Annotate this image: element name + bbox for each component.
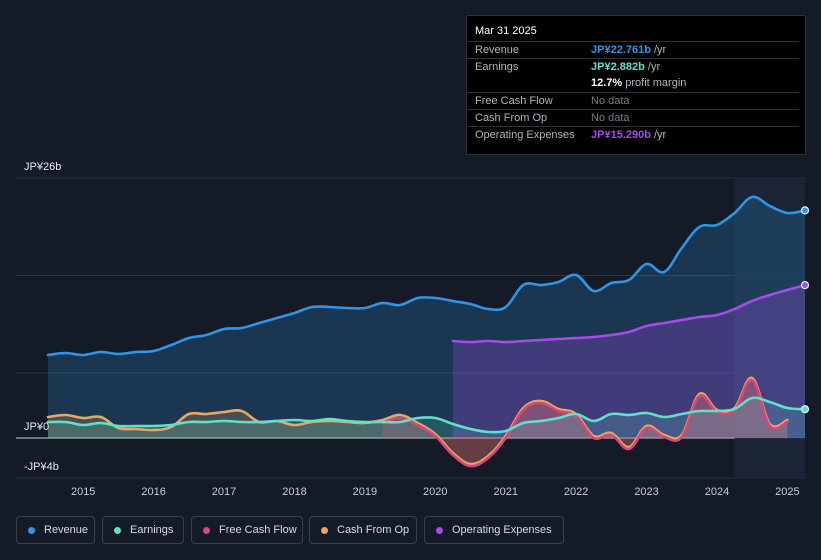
cash-from-op-line (46, 376, 789, 466)
legend-cash-from-op[interactable]: Cash From Op (309, 516, 417, 544)
tooltip-panel: Mar 31 2025 Revenue JP¥22.761b /yr Earning… (466, 15, 806, 155)
operating-expenses-end-marker (800, 281, 810, 290)
tooltip-row-value: 12.7% profit margin (591, 77, 686, 89)
free-cash-flow-line (381, 378, 789, 468)
x-tick-label: 2015 (71, 486, 95, 498)
cash-from-op-dot-icon (321, 527, 328, 534)
legend-operating-expenses[interactable]: Operating Expenses (424, 516, 564, 544)
tooltip-value-number: No data (591, 95, 630, 107)
legend-label: Earnings (130, 524, 174, 536)
tooltip-row-label: Cash From Op (475, 112, 548, 124)
grid-layer (16, 177, 805, 479)
tooltip-row: 12.7% profit margin (467, 75, 799, 92)
tooltip-row: Revenue JP¥22.761b /yr (467, 41, 799, 58)
operating-expenses-line (451, 283, 807, 344)
earnings-end-marker (800, 405, 810, 414)
tooltip-value-number: JP¥22.761b (591, 44, 651, 56)
legend-label: Free Cash Flow (219, 524, 297, 536)
legend-label: Cash From Op (337, 524, 410, 536)
revenue-end-marker (800, 206, 810, 215)
x-tick-label: 2023 (634, 486, 658, 498)
tooltip-row-value: JP¥2.882b /yr (591, 61, 660, 73)
tooltip-row: Earnings JP¥2.882b /yr (467, 58, 799, 75)
legend-earnings[interactable]: Earnings (102, 516, 184, 544)
y-label-zero: JP¥0 (24, 421, 49, 433)
x-tick-label: 2017 (212, 486, 236, 498)
legend-label: Revenue (44, 524, 89, 536)
tooltip-date: Mar 31 2025 (475, 25, 537, 37)
legend-label: Operating Expenses (452, 524, 552, 536)
tooltip-row-label: Free Cash Flow (475, 95, 553, 107)
revenue-line (46, 195, 807, 357)
tooltip-value-number: No data (591, 112, 630, 124)
tooltip-value-number: 12.7% (591, 77, 623, 89)
tooltip-row: Operating Expenses JP¥15.290b /yr (467, 126, 799, 143)
tooltip-row-value: JP¥15.290b /yr (591, 129, 666, 141)
free-cash-flow-area (382, 379, 788, 467)
legend-free-cash-flow[interactable]: Free Cash Flow (191, 516, 303, 544)
tooltip-row-label: Earnings (475, 61, 519, 73)
x-tick-label: 2016 (141, 486, 165, 498)
x-tick-label: 2024 (705, 486, 729, 498)
tooltip-row-value: No data (591, 95, 630, 107)
line-layer (46, 195, 810, 468)
tooltip-row: Free Cash Flow No data (467, 92, 799, 109)
x-axis-ticks: 2015 2016 2017 2018 2019 2020 2021 2022 2023 2024… (71, 486, 800, 498)
legend-revenue[interactable]: Revenue (16, 516, 95, 544)
tooltip-value-number: JP¥15.290b (591, 129, 651, 141)
tooltip-row: Cash From Op No data (467, 109, 799, 126)
operating-expenses-dot-icon (436, 527, 443, 534)
x-tick-label: 2020 (423, 486, 447, 498)
highlight-region (734, 178, 805, 478)
revenue-area (48, 196, 805, 438)
tooltip-row-label: Revenue (475, 44, 520, 56)
x-tick-label: 2018 (282, 486, 306, 498)
revenue-dot-icon (28, 527, 35, 534)
tooltip-value-number: JP¥2.882b (591, 61, 645, 73)
tooltip-value-unit: /yr (650, 129, 667, 141)
earnings-line (46, 396, 807, 434)
free-cash-flow-dot-icon (203, 527, 210, 534)
tooltip-value-unit: /yr (644, 61, 661, 73)
tooltip-row-value: JP¥22.761b /yr (591, 44, 666, 56)
x-tick-label: 2022 (564, 486, 588, 498)
x-tick-label: 2025 (775, 486, 799, 498)
tooltip-row-value: No data (591, 112, 630, 124)
tooltip-value-unit: /yr (650, 44, 667, 56)
tooltip-value-unit: profit margin (622, 77, 687, 89)
x-tick-label: 2019 (353, 486, 377, 498)
tooltip-row-label: Operating Expenses (475, 129, 575, 141)
earnings-dot-icon (114, 527, 121, 534)
x-tick-label: 2021 (493, 486, 517, 498)
y-label-top: JP¥26b (24, 161, 61, 173)
y-label-negative: -JP¥4b (24, 461, 59, 473)
